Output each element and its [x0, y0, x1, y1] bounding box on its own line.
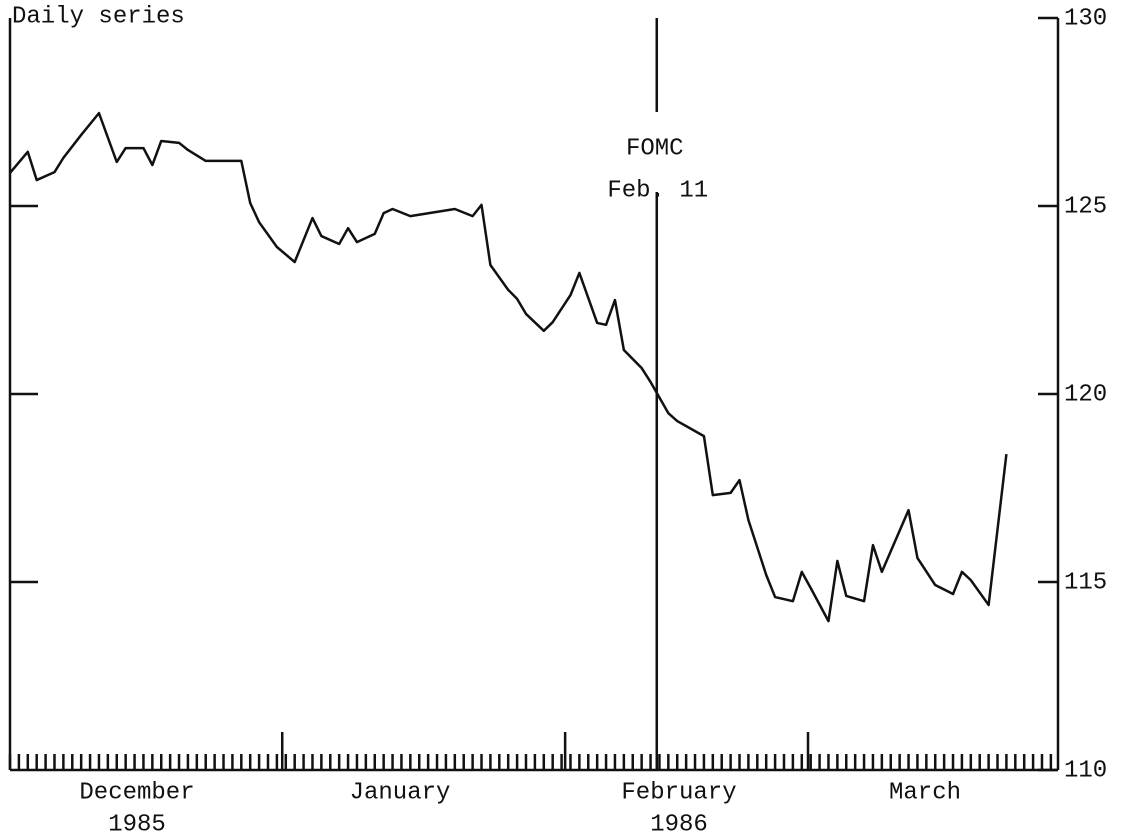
x-tick-label: December [79, 779, 194, 806]
year-label: 1986 [650, 811, 708, 838]
y-tick-label: 120 [1064, 381, 1107, 408]
year-label: 1985 [108, 811, 166, 838]
event-label: FOMC [626, 135, 684, 162]
y-tick-label: 110 [1064, 757, 1107, 784]
x-tick-label: March [889, 779, 961, 806]
y-tick-label: 125 [1064, 193, 1107, 220]
event-label: Feb. 11 [607, 177, 708, 204]
chart-title: Daily series [12, 3, 185, 30]
data-line [9, 111, 1008, 623]
y-tick-label: 130 [1064, 5, 1107, 32]
x-tick-label: February [621, 779, 736, 806]
y-tick-label: 115 [1064, 569, 1107, 596]
x-tick-label: January [350, 779, 451, 806]
